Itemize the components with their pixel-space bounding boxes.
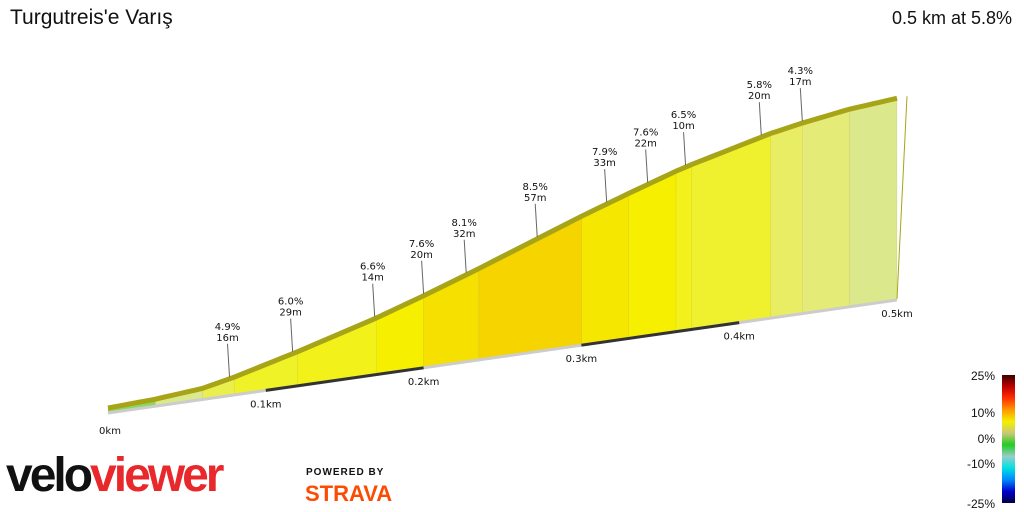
- annotation-length: 33m: [593, 158, 615, 169]
- annotation-length: 14m: [361, 273, 383, 284]
- annotation-length: 17m: [789, 77, 811, 88]
- x-tick-label: 0km: [99, 426, 121, 437]
- annotation-length: 22m: [634, 138, 656, 149]
- annotation-grade: 4.3%: [788, 66, 813, 77]
- distance-axis: [107, 298, 898, 415]
- legend-label: -25%: [967, 497, 995, 511]
- logo-part1: velo: [6, 449, 93, 502]
- profile-segment-8: [581, 192, 630, 345]
- profile-segment-14: [849, 97, 898, 307]
- climb-summary: 0.5 km at 5.8%: [891, 8, 1012, 28]
- annotation-grade: 7.6%: [633, 127, 658, 138]
- logo-part2: viewer: [90, 449, 224, 502]
- page-title: Turgutreis'e Varış: [10, 6, 173, 29]
- annotation-length: 29m: [279, 308, 301, 319]
- annotation-leader: [683, 132, 687, 166]
- annotation-grade: 6.0%: [278, 297, 303, 308]
- annotation-length: 20m: [410, 250, 432, 261]
- annotation-grade: 4.9%: [215, 322, 240, 333]
- annotation-leader: [604, 169, 608, 203]
- annotation-length: 16m: [216, 333, 238, 344]
- distance-band-0: [265, 366, 424, 392]
- annotation-length: 20m: [748, 91, 770, 102]
- annotation-grade: 7.6%: [409, 239, 434, 250]
- profile-segment-12: [770, 122, 803, 318]
- annotation-leader: [534, 203, 538, 237]
- legend-label: -10%: [967, 457, 995, 471]
- legend-label: 25%: [971, 369, 995, 383]
- annotation-leader: [758, 102, 762, 136]
- annotation-leader: [645, 149, 649, 183]
- profile-segment-9: [628, 170, 677, 338]
- x-tick-label: 0.3km: [566, 354, 597, 365]
- profile-segment-7: [478, 215, 582, 360]
- legend-label: 0%: [978, 432, 996, 446]
- profile-end-edge: [896, 96, 908, 300]
- legend-label: 10%: [971, 406, 995, 420]
- profile-segment-13: [802, 108, 850, 313]
- annotation-length: 32m: [453, 229, 475, 240]
- annotation-length: 10m: [672, 121, 694, 132]
- annotation-leader: [799, 88, 803, 122]
- annotation-grade: 8.5%: [523, 182, 548, 193]
- powered-by-label: POWERED BY: [306, 467, 385, 478]
- annotation-leader: [227, 343, 231, 377]
- profile-top-surface: [107, 95, 898, 411]
- x-tick-label: 0.1km: [250, 399, 281, 410]
- annotation-leader: [463, 239, 467, 273]
- annotation-leader: [421, 260, 425, 294]
- annotation-grade: 8.1%: [452, 218, 477, 229]
- profile-segment-11: [691, 132, 772, 329]
- profile-segment-10: [675, 163, 693, 331]
- grade-color-legend: [1002, 375, 1015, 503]
- distance-band-1: [581, 321, 740, 347]
- annotation-grade: 7.9%: [592, 147, 617, 158]
- annotation-grade: 5.8%: [747, 80, 772, 91]
- annotation-grade: 6.5%: [671, 110, 696, 121]
- annotation-length: 57m: [524, 193, 546, 204]
- x-tick-label: 0.2km: [408, 377, 439, 388]
- x-tick-label: 0.5km: [881, 309, 912, 320]
- x-tick-label: 0.4km: [723, 332, 754, 343]
- veloviewer-logo: veloviewer: [6, 449, 224, 502]
- annotation-leader: [372, 283, 376, 317]
- annotation-leader: [290, 318, 294, 352]
- strava-logo: STRAVA: [305, 481, 393, 506]
- annotation-grade: 6.6%: [360, 262, 385, 273]
